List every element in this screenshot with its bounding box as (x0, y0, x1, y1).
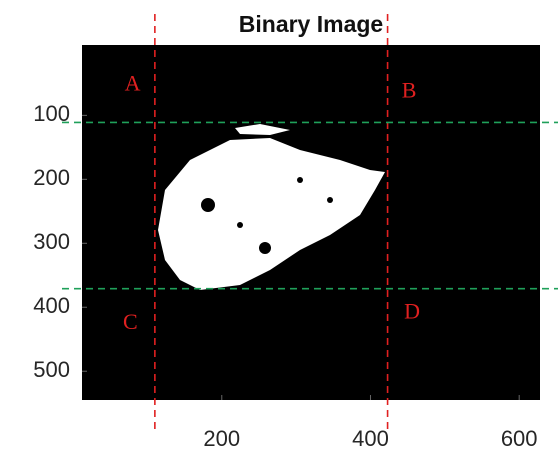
x-tick-label: 600 (501, 426, 538, 451)
region-hole (259, 242, 271, 254)
x-tick-label: 200 (203, 426, 240, 451)
y-tick-label: 300 (33, 229, 70, 254)
region-sliver (235, 124, 290, 135)
region-hole (327, 197, 333, 203)
region-label: C (123, 309, 138, 334)
chart-title: Binary Image (239, 11, 383, 37)
y-tick-label: 500 (33, 357, 70, 382)
region-hole (201, 198, 215, 212)
x-tick-label: 400 (352, 426, 389, 451)
region-label: B (402, 77, 417, 102)
binary-region (158, 124, 385, 290)
region-hole (297, 177, 303, 183)
y-tick-label: 200 (33, 165, 70, 190)
region-hole (237, 222, 243, 228)
region-label: D (404, 299, 420, 324)
region-label: A (125, 70, 141, 95)
y-tick-label: 400 (33, 293, 70, 318)
region-shape (158, 138, 385, 290)
